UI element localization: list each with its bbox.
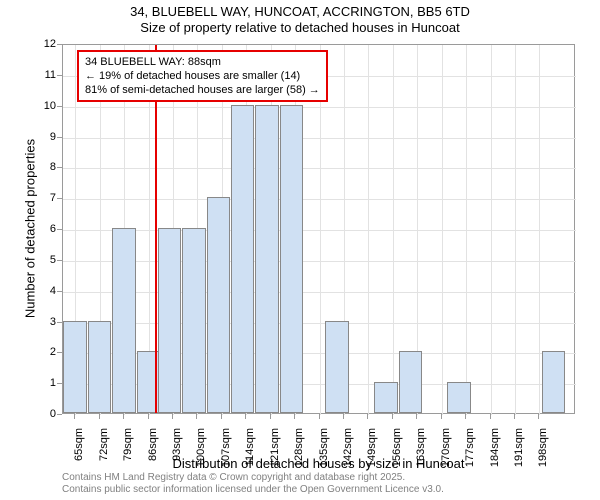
ytick-mark bbox=[57, 383, 62, 384]
ytick-label: 5 bbox=[32, 254, 56, 266]
ytick-mark bbox=[57, 137, 62, 138]
title-line-1: 34, BLUEBELL WAY, HUNCOAT, ACCRINGTON, B… bbox=[0, 4, 600, 20]
histogram-bar bbox=[158, 228, 181, 413]
grid-line-v bbox=[515, 45, 516, 415]
xtick-mark bbox=[514, 414, 515, 419]
annotation-line-3: 81% of semi-detached houses are larger (… bbox=[85, 83, 320, 97]
ytick-mark bbox=[57, 106, 62, 107]
grid-line-v bbox=[368, 45, 369, 415]
ytick-mark bbox=[57, 291, 62, 292]
xtick-label: 135sqm bbox=[318, 428, 330, 468]
xtick-mark bbox=[99, 414, 100, 419]
xtick-label: 121sqm bbox=[269, 428, 281, 468]
xtick-label: 198sqm bbox=[537, 428, 549, 468]
histogram-bar bbox=[542, 351, 565, 413]
xtick-label: 177sqm bbox=[464, 428, 476, 468]
ytick-label: 3 bbox=[32, 316, 56, 328]
histogram-bar bbox=[280, 105, 303, 413]
histogram-bar bbox=[399, 351, 422, 413]
xtick-mark bbox=[148, 414, 149, 419]
xtick-label: 79sqm bbox=[122, 428, 134, 468]
xtick-mark bbox=[343, 414, 344, 419]
footer-line-1: Contains HM Land Registry data © Crown c… bbox=[62, 472, 444, 484]
xtick-mark bbox=[123, 414, 124, 419]
histogram-bar bbox=[182, 228, 205, 413]
xtick-mark bbox=[294, 414, 295, 419]
ytick-mark bbox=[57, 229, 62, 230]
ytick-mark bbox=[57, 198, 62, 199]
histogram-bar bbox=[112, 228, 135, 413]
xtick-label: 191sqm bbox=[513, 428, 525, 468]
grid-line-v bbox=[442, 45, 443, 415]
xtick-mark bbox=[490, 414, 491, 419]
xtick-mark bbox=[221, 414, 222, 419]
xtick-mark bbox=[319, 414, 320, 419]
grid-line-v bbox=[466, 45, 467, 415]
xtick-mark bbox=[270, 414, 271, 419]
ytick-mark bbox=[57, 322, 62, 323]
xtick-label: 156sqm bbox=[391, 428, 403, 468]
ytick-label: 2 bbox=[32, 346, 56, 358]
xtick-label: 142sqm bbox=[342, 428, 354, 468]
histogram-bar bbox=[231, 105, 254, 413]
xtick-mark bbox=[465, 414, 466, 419]
ytick-label: 1 bbox=[32, 377, 56, 389]
xtick-mark bbox=[416, 414, 417, 419]
histogram-bar bbox=[63, 321, 86, 414]
xtick-label: 65sqm bbox=[73, 428, 85, 468]
xtick-mark bbox=[441, 414, 442, 419]
title-block: 34, BLUEBELL WAY, HUNCOAT, ACCRINGTON, B… bbox=[0, 4, 600, 36]
xtick-label: 163sqm bbox=[415, 428, 427, 468]
ytick-label: 7 bbox=[32, 192, 56, 204]
ytick-mark bbox=[57, 75, 62, 76]
xtick-mark bbox=[538, 414, 539, 419]
xtick-label: 86sqm bbox=[147, 428, 159, 468]
ytick-mark bbox=[57, 414, 62, 415]
histogram-bar bbox=[207, 197, 230, 413]
xtick-label: 114sqm bbox=[244, 428, 256, 468]
ytick-mark bbox=[57, 44, 62, 45]
grid-line-v bbox=[491, 45, 492, 415]
footer-attribution: Contains HM Land Registry data © Crown c… bbox=[62, 472, 444, 496]
histogram-bar bbox=[325, 321, 348, 414]
xtick-label: 72sqm bbox=[98, 428, 110, 468]
ytick-mark bbox=[57, 167, 62, 168]
xtick-mark bbox=[196, 414, 197, 419]
ytick-label: 11 bbox=[32, 69, 56, 81]
histogram-bar bbox=[374, 382, 397, 413]
xtick-mark bbox=[367, 414, 368, 419]
xtick-label: 100sqm bbox=[195, 428, 207, 468]
histogram-bar bbox=[255, 105, 278, 413]
histogram-bar bbox=[88, 321, 111, 414]
xtick-mark bbox=[74, 414, 75, 419]
xtick-mark bbox=[245, 414, 246, 419]
title-line-2: Size of property relative to detached ho… bbox=[0, 20, 600, 36]
xtick-label: 93sqm bbox=[171, 428, 183, 468]
xtick-label: 128sqm bbox=[293, 428, 305, 468]
annotation-line-2: ← 19% of detached houses are smaller (14… bbox=[85, 69, 320, 83]
xtick-label: 184sqm bbox=[489, 428, 501, 468]
footer-line-2: Contains public sector information licen… bbox=[62, 484, 444, 496]
root-container: 34, BLUEBELL WAY, HUNCOAT, ACCRINGTON, B… bbox=[0, 0, 600, 500]
ytick-label: 0 bbox=[32, 408, 56, 420]
histogram-bar bbox=[447, 382, 470, 413]
xtick-label: 107sqm bbox=[220, 428, 232, 468]
grid-line-v bbox=[393, 45, 394, 415]
xtick-label: 170sqm bbox=[440, 428, 452, 468]
grid-line-v bbox=[539, 45, 540, 415]
ytick-label: 6 bbox=[32, 223, 56, 235]
ytick-label: 4 bbox=[32, 285, 56, 297]
ytick-mark bbox=[57, 260, 62, 261]
ytick-label: 8 bbox=[32, 161, 56, 173]
ytick-label: 9 bbox=[32, 131, 56, 143]
annotation-box: 34 BLUEBELL WAY: 88sqm ← 19% of detached… bbox=[77, 50, 328, 102]
xtick-mark bbox=[392, 414, 393, 419]
ytick-label: 12 bbox=[32, 38, 56, 50]
annotation-line-1: 34 BLUEBELL WAY: 88sqm bbox=[85, 55, 320, 69]
ytick-mark bbox=[57, 352, 62, 353]
xtick-label: 149sqm bbox=[366, 428, 378, 468]
xtick-mark bbox=[172, 414, 173, 419]
ytick-label: 10 bbox=[32, 100, 56, 112]
